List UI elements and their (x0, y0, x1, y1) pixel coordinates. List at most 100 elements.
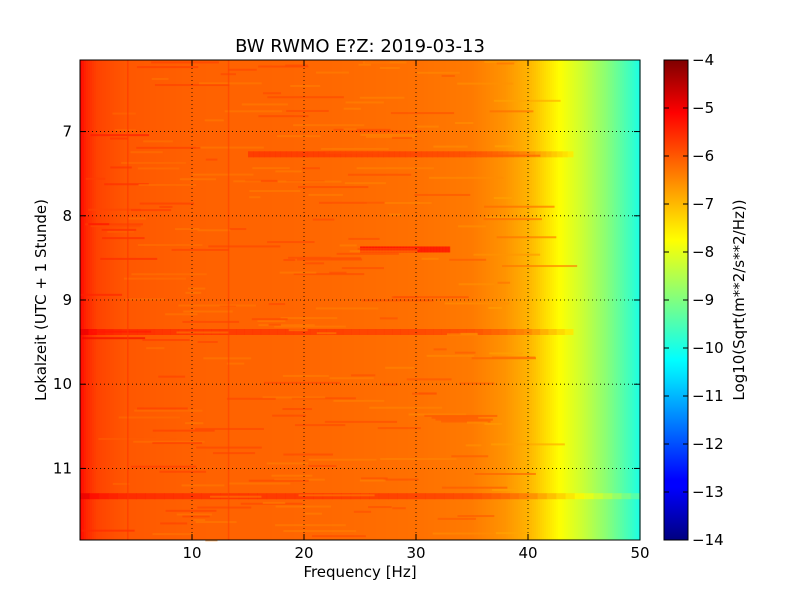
heatmap-cell (174, 60, 177, 540)
x-tick-label: 10 (182, 544, 201, 562)
heatmap-band (490, 493, 501, 500)
heatmap-texture-streak (277, 180, 342, 183)
heatmap-cell (504, 60, 507, 540)
y-tick-label: 8 (62, 207, 72, 225)
heatmap-band (621, 493, 632, 500)
heatmap-cell (570, 60, 573, 540)
heatmap-texture-streak (275, 505, 332, 508)
heatmap-texture-streak (80, 293, 123, 296)
heatmap-band (486, 151, 493, 158)
heatmap-texture-streak (204, 119, 224, 122)
heatmap-texture-streak (466, 421, 488, 424)
x-tick-label: 40 (518, 544, 537, 562)
heatmap-band (425, 493, 436, 500)
heatmap-texture-streak (226, 397, 276, 400)
heatmap-texture-streak (444, 302, 510, 305)
heatmap-band (285, 493, 296, 500)
heatmap-texture-streak (98, 437, 177, 440)
heatmap-cell (110, 60, 113, 540)
heatmap-cell (194, 60, 197, 540)
heatmap-band (428, 246, 431, 253)
heatmap-texture-streak (353, 510, 372, 513)
heatmap-texture-streak (294, 424, 346, 427)
heatmap-cell (542, 60, 545, 540)
heatmap-cell (348, 60, 351, 540)
heatmap-texture-streak (369, 406, 443, 409)
heatmap-texture-streak (280, 317, 338, 320)
heatmap-cell (252, 60, 255, 540)
heatmap-band (556, 151, 563, 158)
heatmap-cell (170, 60, 173, 540)
heatmap-cell (120, 60, 123, 540)
heatmap-band (561, 151, 568, 158)
heatmap-band (252, 329, 262, 335)
heatmap-band (422, 246, 425, 253)
heatmap-band (388, 493, 398, 500)
heatmap-band (466, 329, 475, 335)
heatmap-band (472, 493, 482, 500)
heatmap-texture-streak (489, 352, 523, 355)
heatmap-cell (326, 60, 329, 540)
heatmap-cell (618, 60, 621, 540)
heatmap-cell (566, 60, 569, 540)
heatmap-band (377, 151, 384, 158)
heatmap-band (432, 151, 439, 158)
heatmap-band (301, 329, 311, 335)
heatmap-texture-streak (137, 167, 180, 170)
heatmap-cell (444, 60, 447, 540)
heatmap-cell (306, 60, 309, 540)
heatmap-band (546, 493, 557, 500)
heatmap-cell (250, 60, 253, 540)
heatmap-cell (226, 60, 229, 540)
heatmap-cell (272, 60, 275, 540)
colorbar-tick-label: −5 (692, 99, 714, 117)
heatmap-texture-streak (304, 262, 325, 265)
heatmap-cell (344, 60, 347, 540)
heatmap-band (399, 151, 406, 158)
heatmap-cell (492, 60, 495, 540)
heatmap-cell (232, 60, 235, 540)
heatmap-cell (288, 60, 291, 540)
heatmap-band (351, 329, 360, 335)
heatmap-band (318, 151, 325, 158)
heatmap-cell (198, 60, 201, 540)
heatmap-texture-streak (359, 96, 405, 99)
heatmap-texture-streak (197, 506, 252, 509)
heatmap-cell (292, 60, 295, 540)
heatmap-cell (308, 60, 311, 540)
heatmap-texture-streak (101, 228, 137, 231)
heatmap-texture-streak (341, 267, 384, 270)
heatmap-texture-streak (492, 488, 519, 491)
heatmap-cell (298, 60, 301, 540)
colorbar-tick-label: −4 (692, 51, 714, 69)
heatmap-cell (612, 60, 615, 540)
heatmap-band (404, 151, 411, 158)
heatmap-texture-streak (193, 519, 206, 522)
x-tick-label: 20 (294, 544, 313, 562)
heatmap-band (518, 151, 525, 158)
heatmap-texture-streak (229, 228, 247, 231)
heatmap-band (162, 329, 171, 335)
heatmap-cell (482, 60, 485, 540)
heatmap-band (551, 151, 558, 158)
colorbar-ticks: −4 −5 −6 −7 −8 −9 −10 −11 −12 −13 −14 (664, 51, 724, 549)
heatmap-band (275, 151, 282, 158)
heatmap-band (164, 493, 174, 500)
heatmap-cell (460, 60, 463, 540)
heatmap-band (593, 493, 604, 500)
heatmap-texture-streak (457, 82, 514, 85)
heatmap-texture-streak (137, 244, 203, 247)
heatmap-texture-streak (324, 420, 398, 423)
heatmap-band (584, 493, 594, 500)
heatmap-band (446, 246, 449, 253)
heatmap-cell (514, 60, 517, 540)
heatmap-texture-streak (432, 532, 495, 535)
heatmap-cell (590, 60, 593, 540)
heatmap-texture-streak (279, 271, 317, 274)
heatmap-cell (296, 60, 299, 540)
heatmap-band (437, 246, 440, 253)
heatmap-cell (108, 60, 111, 540)
heatmap-band (291, 151, 298, 158)
heatmap-band (445, 246, 448, 253)
heatmap-band (236, 329, 245, 335)
